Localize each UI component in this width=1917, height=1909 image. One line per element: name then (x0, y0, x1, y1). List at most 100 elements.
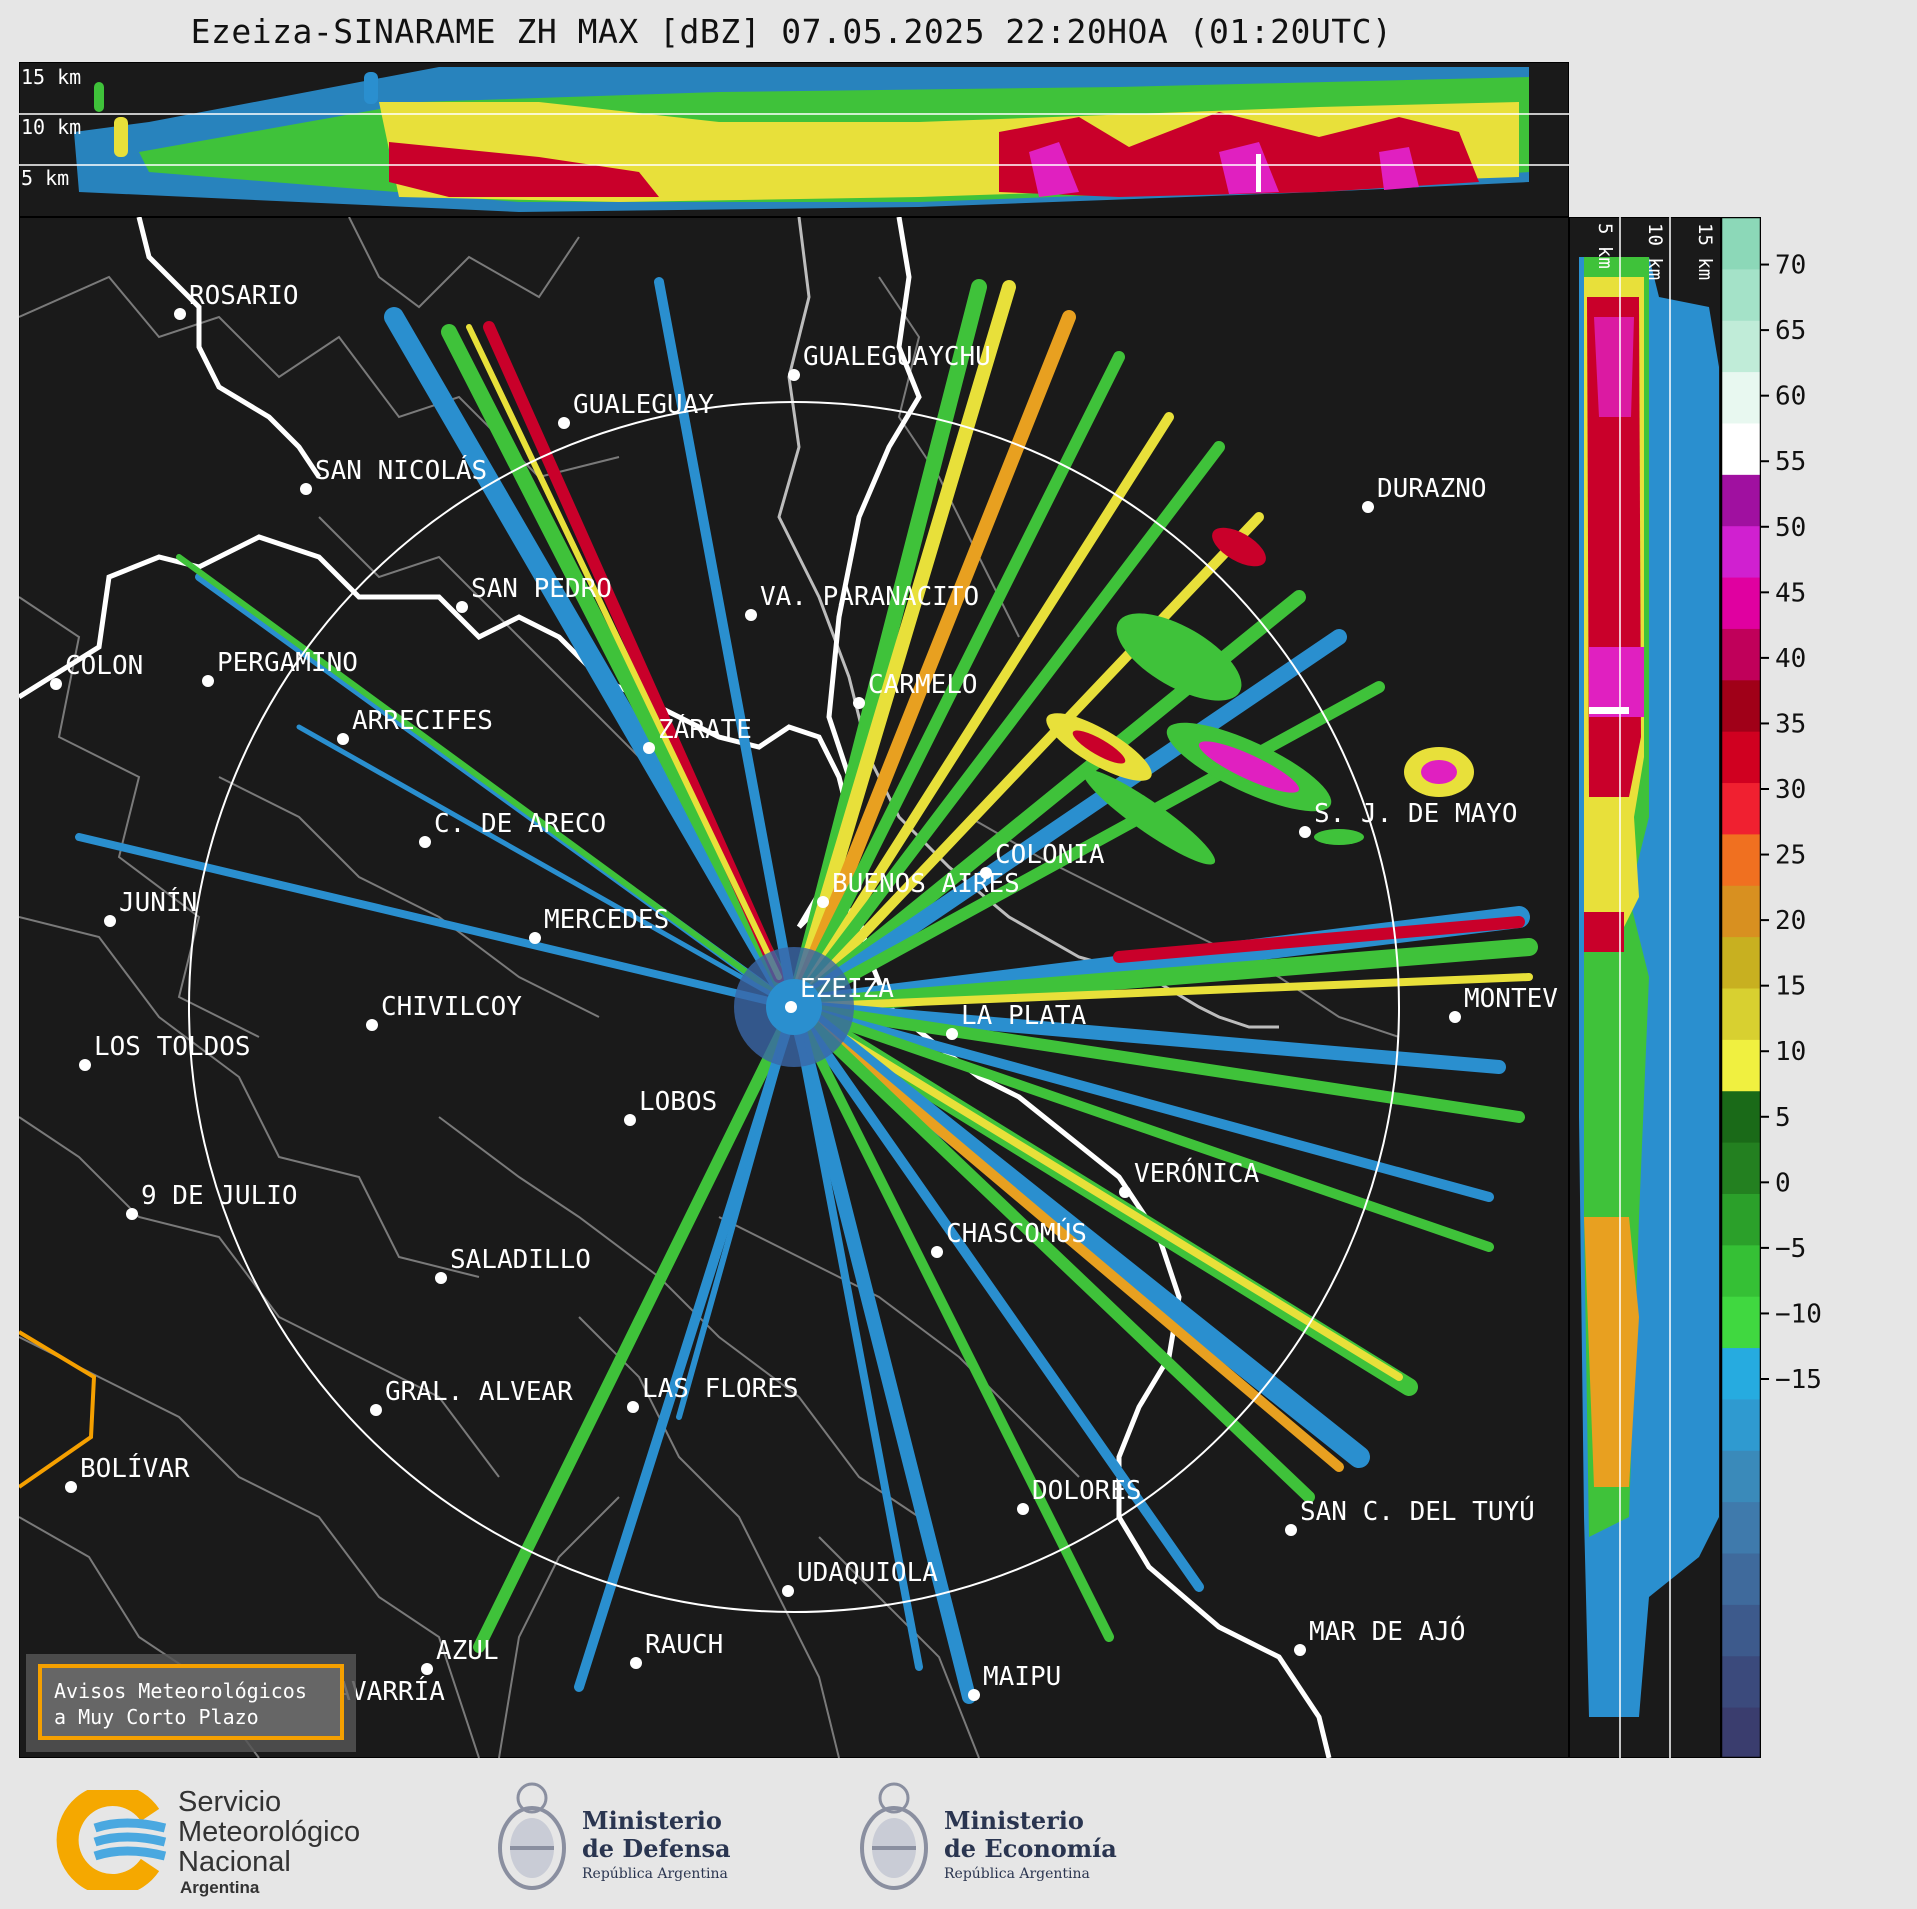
city-marker (79, 1059, 91, 1071)
defensa-logo-line2: de Defensa (582, 1834, 731, 1863)
economia-logo-line3: República Argentina (944, 1866, 1090, 1882)
colorbar-segment (1721, 268, 1761, 321)
city-label: MONTEV (1464, 984, 1558, 1014)
colorbar-segment (1721, 217, 1761, 270)
city-marker (980, 867, 992, 879)
city-label: LOS TOLDOS (94, 1032, 251, 1062)
side-profile-echo-band (1579, 257, 1719, 1717)
colorbar-segment (1721, 1038, 1761, 1092)
city-label: ARRECIFES (352, 706, 493, 736)
city-marker (788, 369, 800, 381)
city-marker (643, 742, 655, 754)
city-label: C. DE ARECO (434, 809, 606, 839)
city-label: DOLORES (1032, 1476, 1142, 1506)
economia-coat-of-arms-icon (860, 1782, 928, 1890)
colorbar-segment (1721, 679, 1761, 732)
city-label: SAN PEDRO (471, 574, 612, 604)
city-label: VERÓNICA (1134, 1157, 1260, 1189)
city-label: CHIVILCOY (381, 992, 522, 1022)
city-marker (624, 1114, 636, 1126)
colorbar-segment (1721, 730, 1761, 784)
east-west-profile-panel: 5 km 10 km 15 km (1569, 217, 1721, 1758)
colorbar-segment (1721, 1090, 1761, 1143)
colorbar-segment (1721, 1244, 1761, 1297)
colorbar-segment (1721, 319, 1761, 373)
city-marker (435, 1272, 447, 1284)
colorbar-segment (1721, 1141, 1761, 1194)
city-marker (202, 675, 214, 687)
colorbar-segment (1721, 525, 1761, 578)
colorbar-segment (1721, 1706, 1761, 1758)
city-marker (558, 417, 570, 429)
defensa-logo-line1: Ministerio (582, 1806, 722, 1835)
economia-logo-line2: de Economía (944, 1834, 1117, 1863)
city-marker (946, 1028, 958, 1040)
smn-logo-text-line1: Servicio (178, 1786, 282, 1818)
smn-logo-text-line4: Argentina (180, 1878, 260, 1897)
city-marker (745, 609, 757, 621)
city-marker (456, 601, 468, 613)
colorbar-segment (1721, 833, 1761, 886)
colorbar-tick-label: 45 (1775, 578, 1806, 608)
colorbar-tick-label: 70 (1775, 251, 1806, 281)
smn-logo-icon (56, 1790, 167, 1890)
city-marker (968, 1689, 980, 1701)
colorbar-segment (1721, 1449, 1761, 1503)
footer-logos: Servicio Meteorológico Nacional Argentin… (0, 1760, 1917, 1909)
height-label-10km: 10 km (21, 115, 81, 139)
colorbar-segment (1721, 627, 1761, 681)
dbz-colorbar (1721, 217, 1761, 1758)
colorbar-segment (1721, 1192, 1761, 1246)
colorbar-segment (1721, 884, 1761, 938)
city-label: JUNÍN (119, 886, 197, 918)
colorbar-segment (1721, 1347, 1761, 1400)
city-label: COLONIA (995, 840, 1105, 870)
city-label: SAN NICOLÁS (315, 454, 487, 486)
side-height-label-15km: 15 km (1694, 223, 1716, 280)
city-marker (1362, 501, 1374, 513)
city-label: AZUL (436, 1636, 499, 1666)
city-marker (370, 1404, 382, 1416)
northwest-border-line (136, 217, 322, 479)
city-marker (104, 915, 116, 927)
city-label: RAUCH (645, 1630, 723, 1660)
profile-echo-band (74, 67, 1529, 212)
city-label: ROSARIO (189, 281, 299, 311)
city-marker (1299, 826, 1311, 838)
radar-map-panel: ROSARIO GUALEGUAYCHU GUALEGUAY SAN NICOLÁS D… (19, 217, 1569, 1758)
colorbar-tick-label: 25 (1775, 841, 1806, 871)
colorbar-tick-label: 30 (1775, 775, 1806, 805)
city-marker (853, 697, 865, 709)
side-height-label-5km: 5 km (1594, 223, 1616, 269)
colorbar-segment (1721, 422, 1761, 475)
city-label: PERGAMINO (217, 648, 358, 678)
colorbar-segment (1721, 1501, 1761, 1554)
city-label: LA PLATA (961, 1001, 1087, 1031)
defensa-logo-line3: República Argentina (582, 1866, 728, 1882)
parana-river-line (826, 217, 922, 778)
city-label: DURAZNO (1377, 474, 1487, 504)
city-labels: ROSARIO GUALEGUAYCHU GUALEGUAY SAN NICOLÁS D… (50, 281, 1558, 1716)
warning-legend-line2: a Muy Corto Plazo (54, 1705, 259, 1729)
city-label: BUENOS AIRES (832, 869, 1020, 899)
city-marker (126, 1208, 138, 1220)
uruguay-river-line (777, 217, 1279, 1029)
city-label: EZEIZA (800, 974, 894, 1004)
height-label-15km: 15 km (21, 65, 81, 89)
city-marker (65, 1481, 77, 1493)
radar-range-ring (188, 401, 1400, 1613)
city-label: GUALEGUAYCHU (803, 342, 991, 372)
colorbar-segment (1721, 1552, 1761, 1605)
colorbar-segment (1721, 1398, 1761, 1451)
colorbar-tick-label: 60 (1775, 382, 1806, 412)
side-height-label-10km: 10 km (1644, 223, 1666, 280)
city-marker (817, 896, 829, 908)
city-marker (419, 836, 431, 848)
colorbar-segment (1721, 1295, 1761, 1349)
city-marker (630, 1657, 642, 1669)
colorbar-tick-label: 5 (1775, 1103, 1791, 1133)
colorbar-segment (1721, 936, 1761, 989)
chart-title: Ezeiza-SINARAME ZH MAX [dBZ] 07.05.2025 … (190, 12, 1393, 51)
city-marker (1294, 1644, 1306, 1656)
warning-polygon (19, 1330, 97, 1489)
